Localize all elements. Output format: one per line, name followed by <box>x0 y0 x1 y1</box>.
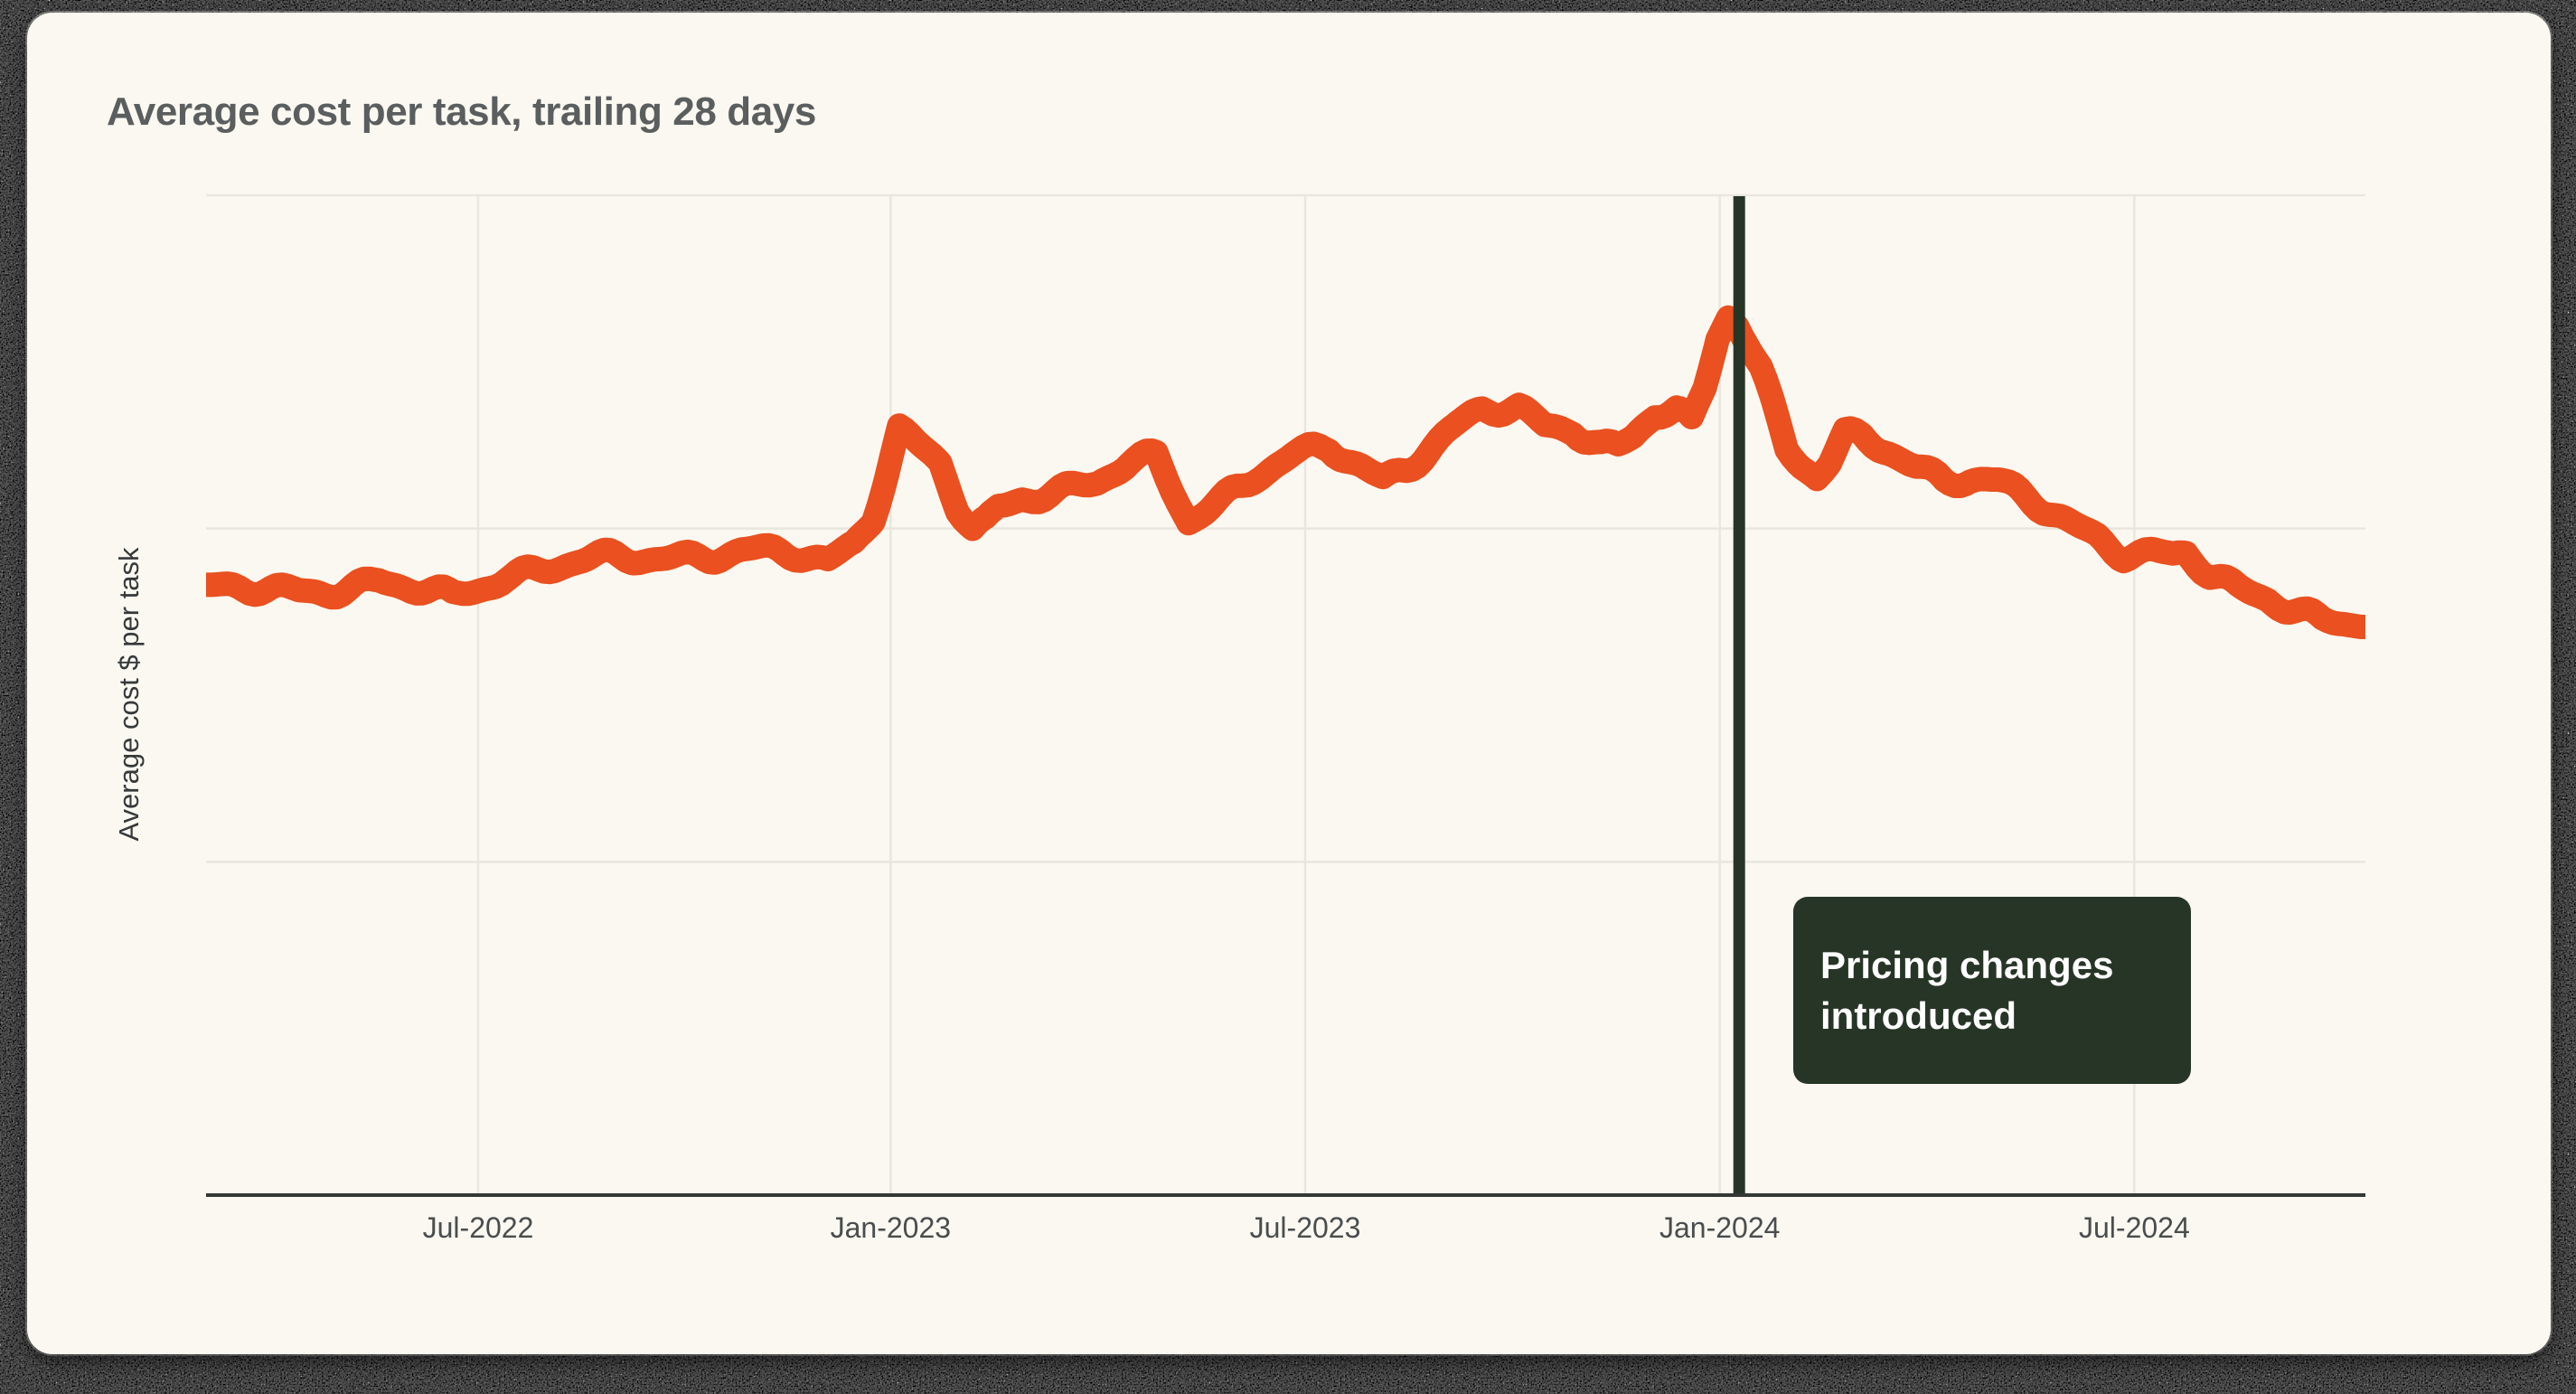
x-tick-label-jul-2022: Jul-2022 <box>422 1211 534 1244</box>
annotation-line-1: Pricing changes <box>1820 944 2114 987</box>
x-tick-label-jul-2023: Jul-2023 <box>1249 1211 1361 1244</box>
chart-card <box>27 13 2551 1354</box>
cost-series-line <box>199 305 2374 639</box>
chart-title: Average cost per task, trailing 28 days <box>107 89 816 135</box>
x-tick-label-jul-2024: Jul-2024 <box>2079 1211 2190 1244</box>
x-tick-label-jan-2023: Jan-2023 <box>830 1211 952 1244</box>
pricing-change-vline <box>1733 196 1745 1195</box>
annotation-line-2: introduced <box>1820 994 2017 1037</box>
annotation-box: Pricing changes introduced <box>1793 897 2191 1084</box>
x-tick-label-jan-2024: Jan-2024 <box>1659 1211 1781 1244</box>
